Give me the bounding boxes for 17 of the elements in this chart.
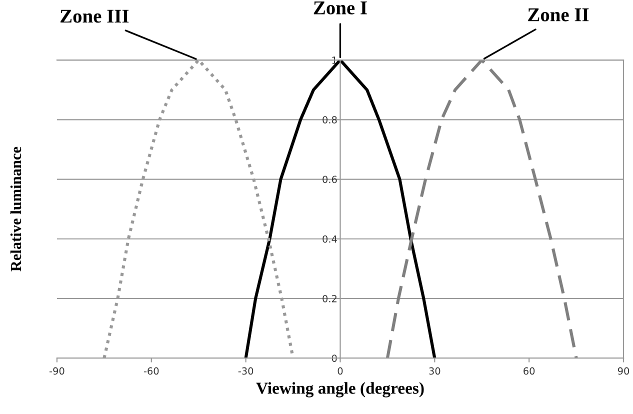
annotation: Zone I bbox=[314, 1, 367, 14]
y-tick-label: 0.4 bbox=[322, 235, 337, 243]
x-tick-label: 30 bbox=[429, 367, 440, 375]
x-tick-label: -60 bbox=[144, 367, 159, 375]
annotation: Zone II bbox=[528, 8, 589, 22]
annotation: Zone III bbox=[60, 10, 129, 23]
x-tick-label: -90 bbox=[50, 367, 64, 375]
y-tick-label: 0.6 bbox=[322, 176, 337, 184]
x-tick-label: 60 bbox=[524, 367, 535, 375]
line-series bbox=[386, 60, 578, 358]
y-tick-label: 0.2 bbox=[322, 294, 336, 302]
x-tick-label: -30 bbox=[238, 367, 254, 375]
x-tick-label: 0 bbox=[338, 367, 343, 375]
y-axis-title: Relative luminance bbox=[10, 146, 22, 272]
x-tick-label: 90 bbox=[618, 367, 630, 375]
x-axis-title: Viewing angle (degrees) bbox=[256, 382, 424, 398]
y-tick-label: 0.8 bbox=[322, 116, 337, 124]
